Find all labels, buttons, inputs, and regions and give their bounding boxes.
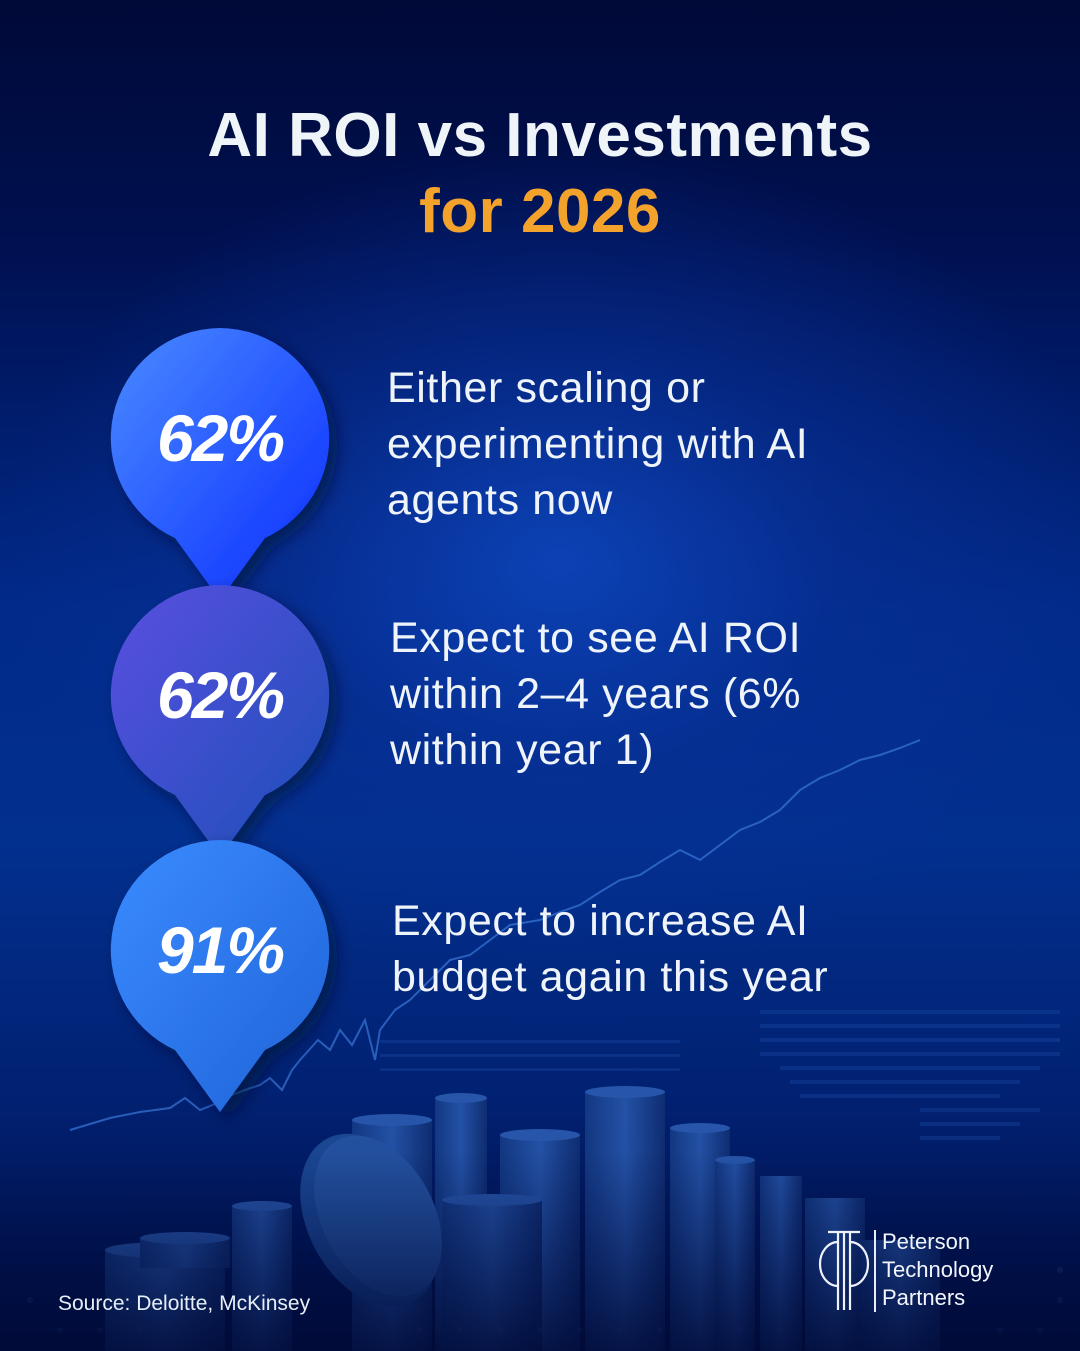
company-name: Peterson Technology Partners <box>882 1228 993 1312</box>
stat-value: 62% <box>156 658 285 732</box>
stat-description-2: Expect to see AI ROI within 2–4 years (6… <box>390 610 801 778</box>
source-citation: Source: Deloitte, McKinsey <box>58 1292 311 1315</box>
description-line: experimenting with AI <box>387 420 809 468</box>
description-line: Expect to increase AI <box>392 897 809 945</box>
description-line: budget again this year <box>392 953 829 1001</box>
description-line: within 2–4 years (6% <box>390 670 802 718</box>
map-pin-bubble-icon <box>110 840 330 1112</box>
stat-bubble-1: 62% <box>110 328 330 603</box>
title-line-2-year: for 2026 <box>419 177 661 246</box>
description-line: within year 1) <box>390 726 655 774</box>
company-logo: Peterson Technology Partners <box>818 1228 1038 1318</box>
description-line: Expect to see AI ROI <box>390 614 802 662</box>
page-title: AI ROI vs Investments for 2026 <box>0 98 1080 250</box>
title-line-1: AI ROI vs Investments <box>207 101 873 170</box>
stat-value: 91% <box>156 913 285 987</box>
peterson-logo-icon <box>818 1230 870 1310</box>
stat-bubble-3: 91% <box>110 840 330 1115</box>
map-pin-bubble-icon <box>110 585 330 857</box>
stat-description-1: Either scaling or experimenting with AI … <box>387 360 808 528</box>
company-name-line: Peterson <box>882 1229 971 1254</box>
description-line: Either scaling or <box>387 364 706 412</box>
company-name-line: Technology <box>882 1257 994 1282</box>
stat-description-3: Expect to increase AI budget again this … <box>392 893 828 1005</box>
description-line: agents now <box>387 476 613 524</box>
stat-value: 62% <box>156 401 285 475</box>
map-pin-bubble-icon <box>110 328 330 600</box>
stat-bubble-2: 62% <box>110 585 330 860</box>
company-name-line: Partners <box>882 1285 966 1310</box>
logo-divider <box>874 1230 876 1312</box>
